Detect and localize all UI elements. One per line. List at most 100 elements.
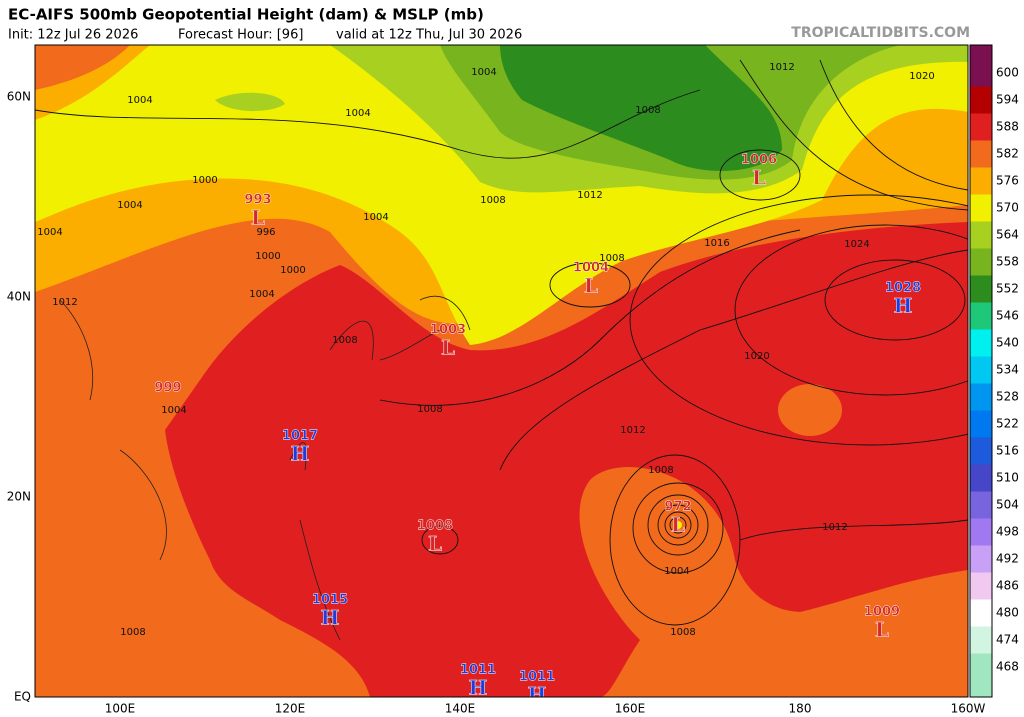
isobar-label: 1020 (909, 71, 934, 82)
pressure-value: 1011 (460, 663, 496, 678)
colorbar: 600 594 588 582 576 570 564 558 552 546 540 534 528 5… (969, 44, 1019, 698)
colorbar-label: 594 (996, 93, 1019, 107)
colorbar-cell (970, 572, 992, 600)
longitude-label: 180 (789, 702, 812, 716)
pressure-center: H (321, 606, 340, 630)
colorbar-label: 480 (996, 606, 1019, 620)
height-570 (674, 521, 682, 529)
pressure-value: 1011 (519, 670, 555, 685)
colorbar-label: 510 (996, 471, 1019, 485)
isobar-label: 1008 (120, 627, 145, 638)
pressure-center: L (584, 274, 598, 298)
isobar (819, 59, 968, 191)
isobar-label: 1012 (769, 62, 794, 73)
colorbar-label: 468 (996, 660, 1019, 674)
pressure-center: H (528, 683, 547, 707)
isobar-label: 1004 (127, 95, 152, 106)
isobar-label: 1008 (417, 404, 442, 415)
pressure-value: 1004 (573, 261, 609, 276)
colorbar-cell (970, 410, 992, 438)
pressure-value: 1006 (741, 153, 777, 168)
pressure-value: 999 (154, 381, 181, 396)
colorbar-cell (970, 194, 992, 222)
colorbar-label: 474 (996, 633, 1019, 647)
colorbar-label: 498 (996, 525, 1019, 539)
colorbar-label: 600 (996, 66, 1019, 80)
isobar (664, 511, 692, 539)
pressure-center: H (894, 294, 913, 318)
isobar-label: 1000 (192, 175, 217, 186)
isobars (35, 59, 968, 626)
isobar-label: 1024 (844, 239, 869, 250)
colorbar-label: 540 (996, 336, 1019, 350)
height-588 (165, 222, 968, 697)
init: Init: 12z Jul 26 2026 (8, 28, 138, 43)
height-582 (778, 384, 842, 436)
isobar-label: 1004 (664, 566, 689, 577)
isobar-label: 1008 (480, 195, 505, 206)
colorbar-cell (970, 518, 992, 546)
valid-time: valid at 12z Thu, Jul 30 2026 (336, 28, 522, 43)
height-552 (500, 45, 782, 171)
isobar-label: 1008 (635, 105, 660, 116)
colorbar-cell (970, 275, 992, 303)
colorbar-label: 492 (996, 552, 1019, 566)
colorbar-cell (970, 329, 992, 357)
colorbar-label: 522 (996, 417, 1019, 431)
isobar (632, 482, 724, 574)
latitude-label: 60N (7, 90, 31, 104)
isobar (657, 504, 699, 546)
colorbar-cell (970, 599, 992, 627)
isobar-label: 996 (256, 227, 275, 238)
isobar (719, 149, 801, 201)
pressure-center: H (291, 442, 310, 466)
pressure-center: L (875, 618, 889, 642)
colorbar-cell (970, 248, 992, 276)
isobar-label: 1008 (332, 335, 357, 346)
colorbar-cell (970, 491, 992, 519)
pressure-value: 1017 (282, 429, 318, 444)
isobar (647, 494, 709, 556)
longitude-label: 140E (445, 702, 476, 716)
isobar-label: 1004 (363, 212, 388, 223)
colorbar-cell (970, 167, 992, 195)
colorbar-label: 528 (996, 390, 1019, 404)
isobar-label: 1020 (744, 351, 769, 362)
latitude-label: EQ (14, 690, 31, 704)
colorbar-label: 576 (996, 174, 1019, 188)
colorbar-label: 564 (996, 228, 1019, 242)
colorbar-label: 516 (996, 444, 1019, 458)
isobar-label: 1000 (280, 265, 305, 276)
pressure-center: L (441, 336, 455, 360)
forecast-hour: Forecast Hour: [96] (178, 28, 303, 43)
colorbar-cell (970, 356, 992, 384)
colorbar-cell (970, 383, 992, 411)
latitude-label: 20N (7, 490, 31, 504)
longitude-label: 160W (951, 702, 986, 716)
isobar-label: 1004 (471, 67, 496, 78)
isobar-label: 1004 (345, 108, 370, 119)
pressure-value: 1009 (864, 605, 900, 620)
colorbar-frame (969, 44, 993, 698)
longitude-label: 120E (275, 702, 306, 716)
axes: 60N 40N 20N EQ 100E 120E 140E 160E 180 160W (7, 90, 986, 716)
isobar-label: 1016 (704, 238, 729, 249)
isobar-label: 1008 (599, 253, 624, 264)
pressure-center: H (469, 676, 488, 700)
pressure-center: L (251, 206, 265, 230)
isobar (669, 516, 687, 534)
colorbar-label: 546 (996, 309, 1019, 323)
colorbar-label: 534 (996, 363, 1019, 377)
map-frame (34, 44, 969, 698)
isobar-label: 1012 (52, 297, 77, 308)
isobar (734, 224, 968, 396)
isobar (421, 525, 459, 555)
isobar (609, 454, 741, 626)
colorbar-label: 558 (996, 255, 1019, 269)
isobar (379, 229, 801, 406)
isobar-label: 1008 (648, 465, 673, 476)
isobar-label: 1004 (161, 405, 186, 416)
